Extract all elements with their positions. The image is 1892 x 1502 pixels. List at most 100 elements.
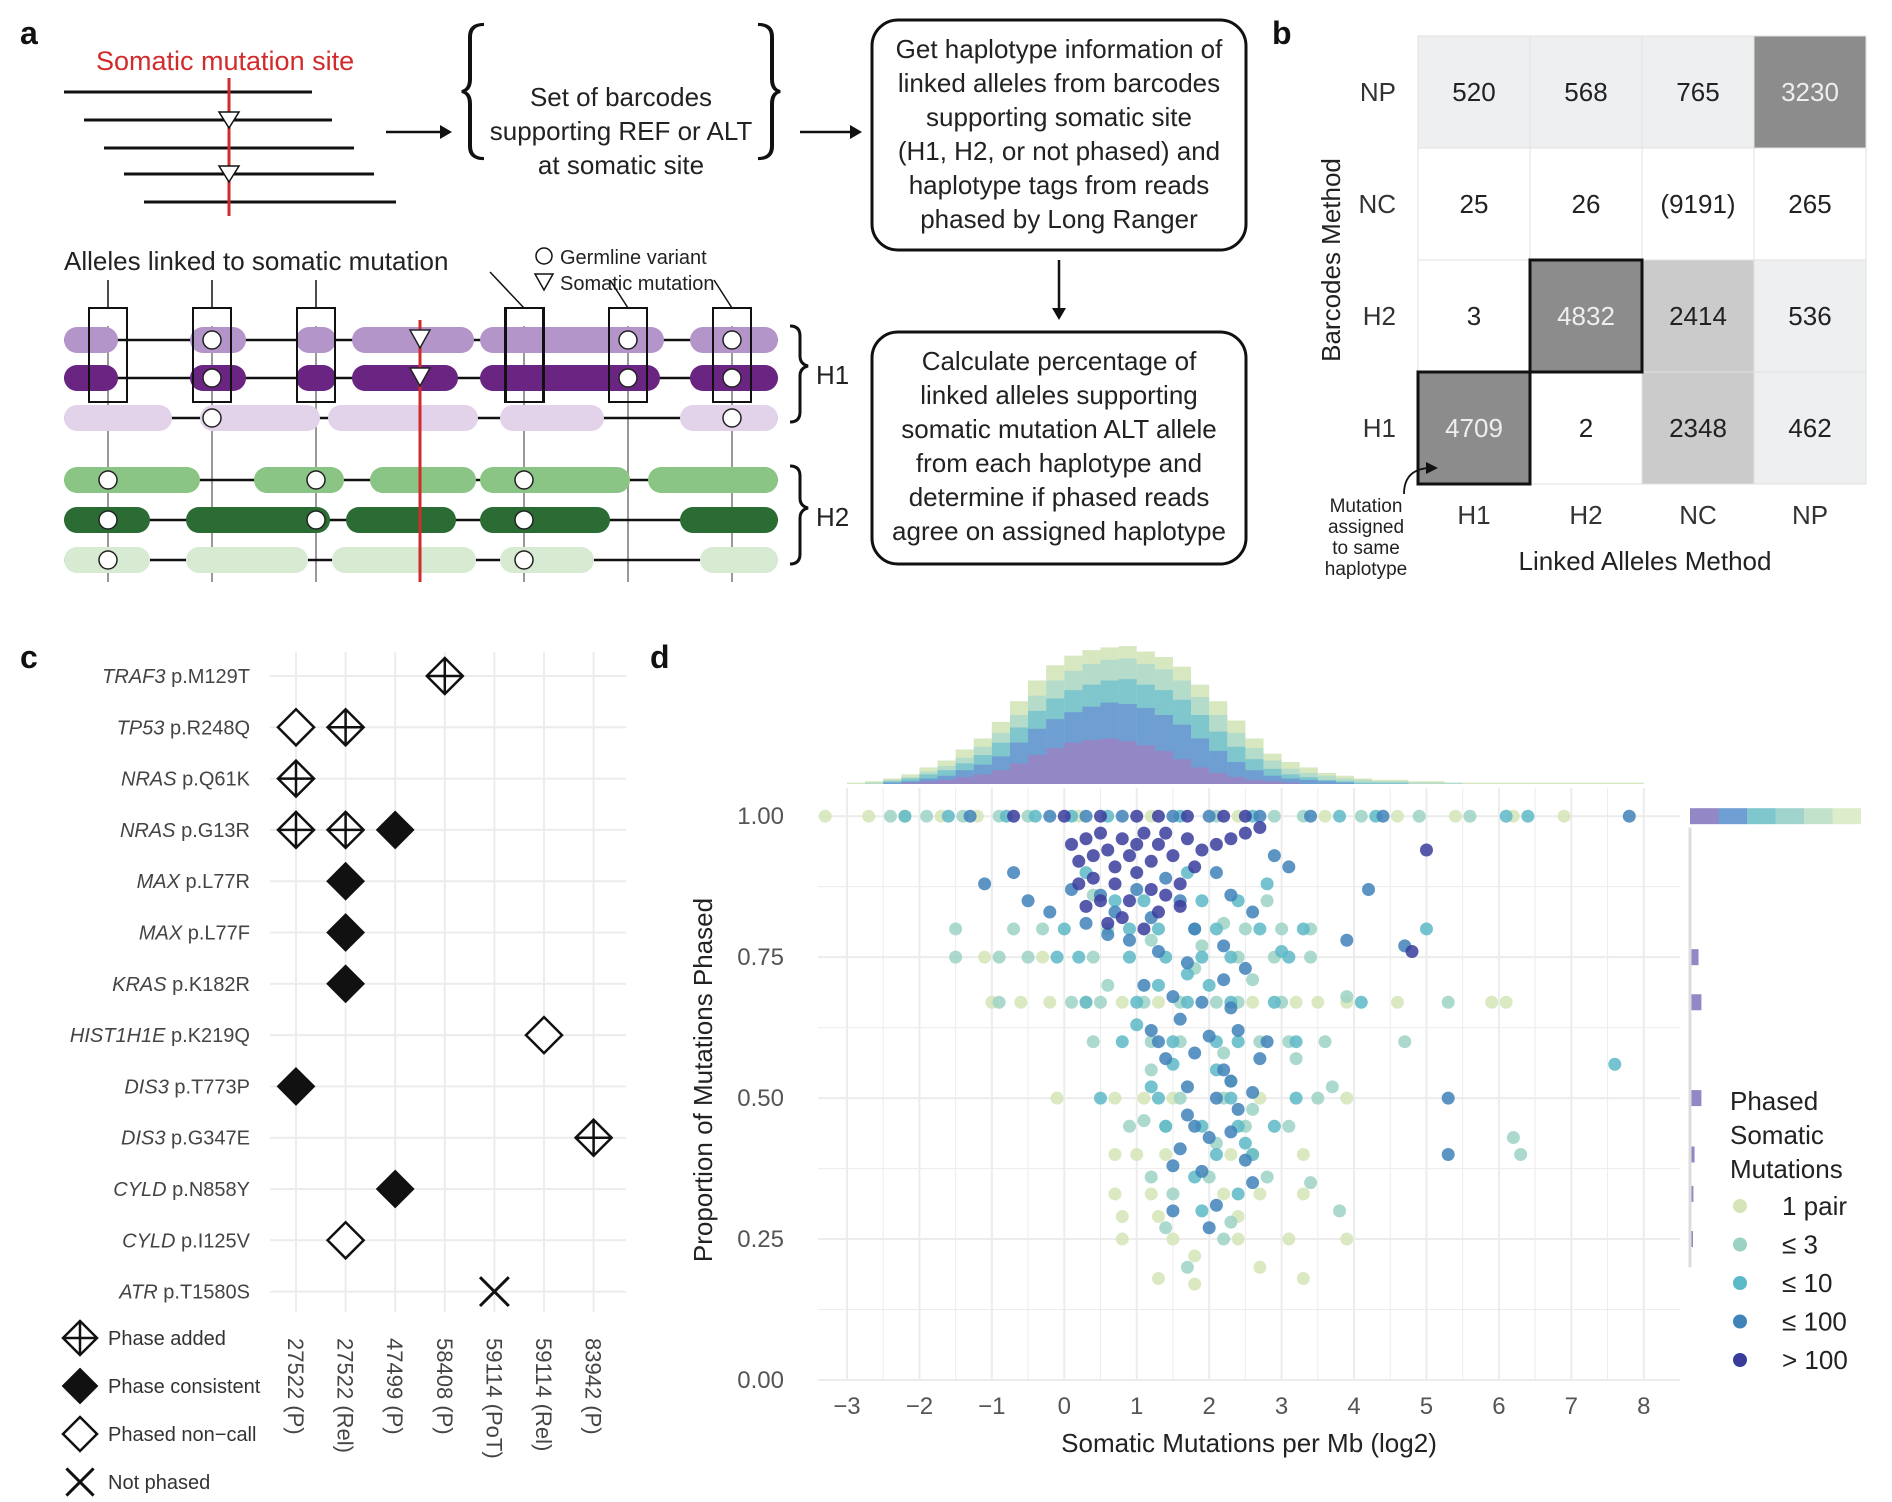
top-histogram-bar [1100,738,1119,784]
percentage-calc-line: linked alleles supporting [920,380,1198,410]
top-histogram-bar [1299,779,1318,784]
barcode-set-line: Set of barcodes [530,82,712,112]
top-histogram-bar [955,777,974,784]
heatmap-cell-value: 536 [1788,301,1831,331]
scatter-point [1311,1091,1325,1105]
scatter-point [1180,1108,1194,1122]
scatter-point [1115,809,1129,823]
scatter-point [1108,860,1122,874]
scatter-point [1419,922,1433,936]
top-histogram-bar [1444,782,1463,784]
heatmap-xlabel: Linked Alleles Method [1519,546,1772,576]
x-tick-label: 6 [1492,1393,1505,1420]
heatmap-row-label: NP [1360,77,1396,107]
mutation-label: TP53 p.R248Q [117,717,250,739]
scatter-point [1202,978,1216,992]
scatter-point [1173,1142,1187,1156]
top-histogram-bar [1517,782,1536,784]
scatter-point [1043,905,1057,919]
scatter-point [1101,843,1115,857]
haplotype-info-text: Get haplotype information of linked alle… [896,34,1223,234]
phase-consistent-marker [61,1367,99,1405]
scatter-point [1209,866,1223,880]
protein-change: p.G13R [176,820,250,842]
scatter-point [1289,1052,1303,1066]
scatter-point [1166,1232,1180,1246]
scatter-point [1209,1198,1223,1212]
scatter-point [1007,922,1021,936]
scatter-point [1340,933,1354,947]
scatter-point [1260,894,1274,908]
linked-read-segment [186,507,330,533]
scatter-point [1050,1091,1064,1105]
scatter-point [1275,922,1289,936]
germline-variant-icon [618,368,638,388]
scatter-point [1412,809,1426,823]
legend-label: Phased non−call [108,1424,256,1446]
scatter-series [898,809,1622,1218]
side-histogram-bar-group [1690,1090,1702,1107]
top-histogram-bar [973,774,992,784]
scatter-point [818,809,832,823]
scatter-point [1202,1131,1216,1145]
heatmap-cell-value: 25 [1460,189,1489,219]
scatter-point [1086,950,1100,964]
top-histogram-bar [1426,782,1445,784]
phase-added-marker [425,656,465,696]
scatter-point [1441,995,1455,1009]
annotation-arrowhead-icon [1426,462,1438,474]
linked-read-segment [700,547,778,573]
scatter-point [1079,916,1093,930]
top-histogram-bar [1354,782,1373,784]
protein-change: p.L77F [182,923,250,945]
top-histogram-bar [1281,778,1300,784]
heatmap-row-label: H1 [1363,413,1396,443]
linked-read-segment [328,405,478,431]
gene-name: DIS3 [121,1128,165,1150]
panel-a: Somatic mutation site Set of barcodes su… [64,18,1248,582]
haplotype-info-line: Get haplotype information of [896,34,1223,64]
scatter-point [1195,939,1209,953]
germline-variant-icon [618,330,638,350]
panel-label-c: c [20,639,38,675]
panel-label-a: a [20,15,38,51]
y-tick-label: 1.00 [737,803,784,830]
percentage-calc-line: from each haplotype and [916,448,1202,478]
legend-label: Phase added [108,1328,226,1350]
side-histogram-bar [1832,808,1861,825]
scatter-point [949,922,963,936]
scatter-point [1622,809,1636,823]
heatmap-cell [1641,147,1755,261]
scatter-point [1217,809,1231,823]
scatter-point [1007,809,1021,823]
scatter-point [1086,1035,1100,1049]
somatic-mutation-icon [533,273,555,292]
mutation-label: CYLD p.N858Y [113,1179,250,1201]
scatter-point [1398,1035,1412,1049]
phase-added-marker [325,810,366,850]
top-histogram-bar [1172,759,1192,784]
scatter-point [1260,877,1274,891]
scatter-point [1253,1260,1267,1274]
phase-consistent-marker [326,913,366,952]
scatter-point [1195,950,1209,964]
scatter-point [1253,1187,1267,1201]
somatic-mutation-icon [408,329,432,350]
linked-read-segment [254,467,344,493]
scatter-point [1173,877,1187,891]
scatter-point [1180,967,1194,981]
protein-change: p.T773P [169,1076,250,1098]
h2-label: H2 [816,502,849,532]
germline-variant-icon [722,330,742,350]
protein-change: p.Q61K [177,769,251,791]
haplotype-info-box [870,18,1248,252]
scatter-point [1304,1176,1318,1190]
heatmap-cell-value: 4709 [1445,413,1503,443]
heatmap-cell-value: 265 [1788,189,1831,219]
percentage-calc-line: determine if phased reads [909,482,1210,512]
scatter-point [1224,1147,1238,1161]
scatter-point [1253,820,1267,834]
top-histogram-bar [1372,782,1391,784]
scatter-point [1608,1057,1622,1071]
panel-d-scatter: −3 −2 −1 0 1 2 3 4 5 6 7 8 0.00 0.25 0.50 0.75 1.00 Somat… [688,646,1861,1458]
